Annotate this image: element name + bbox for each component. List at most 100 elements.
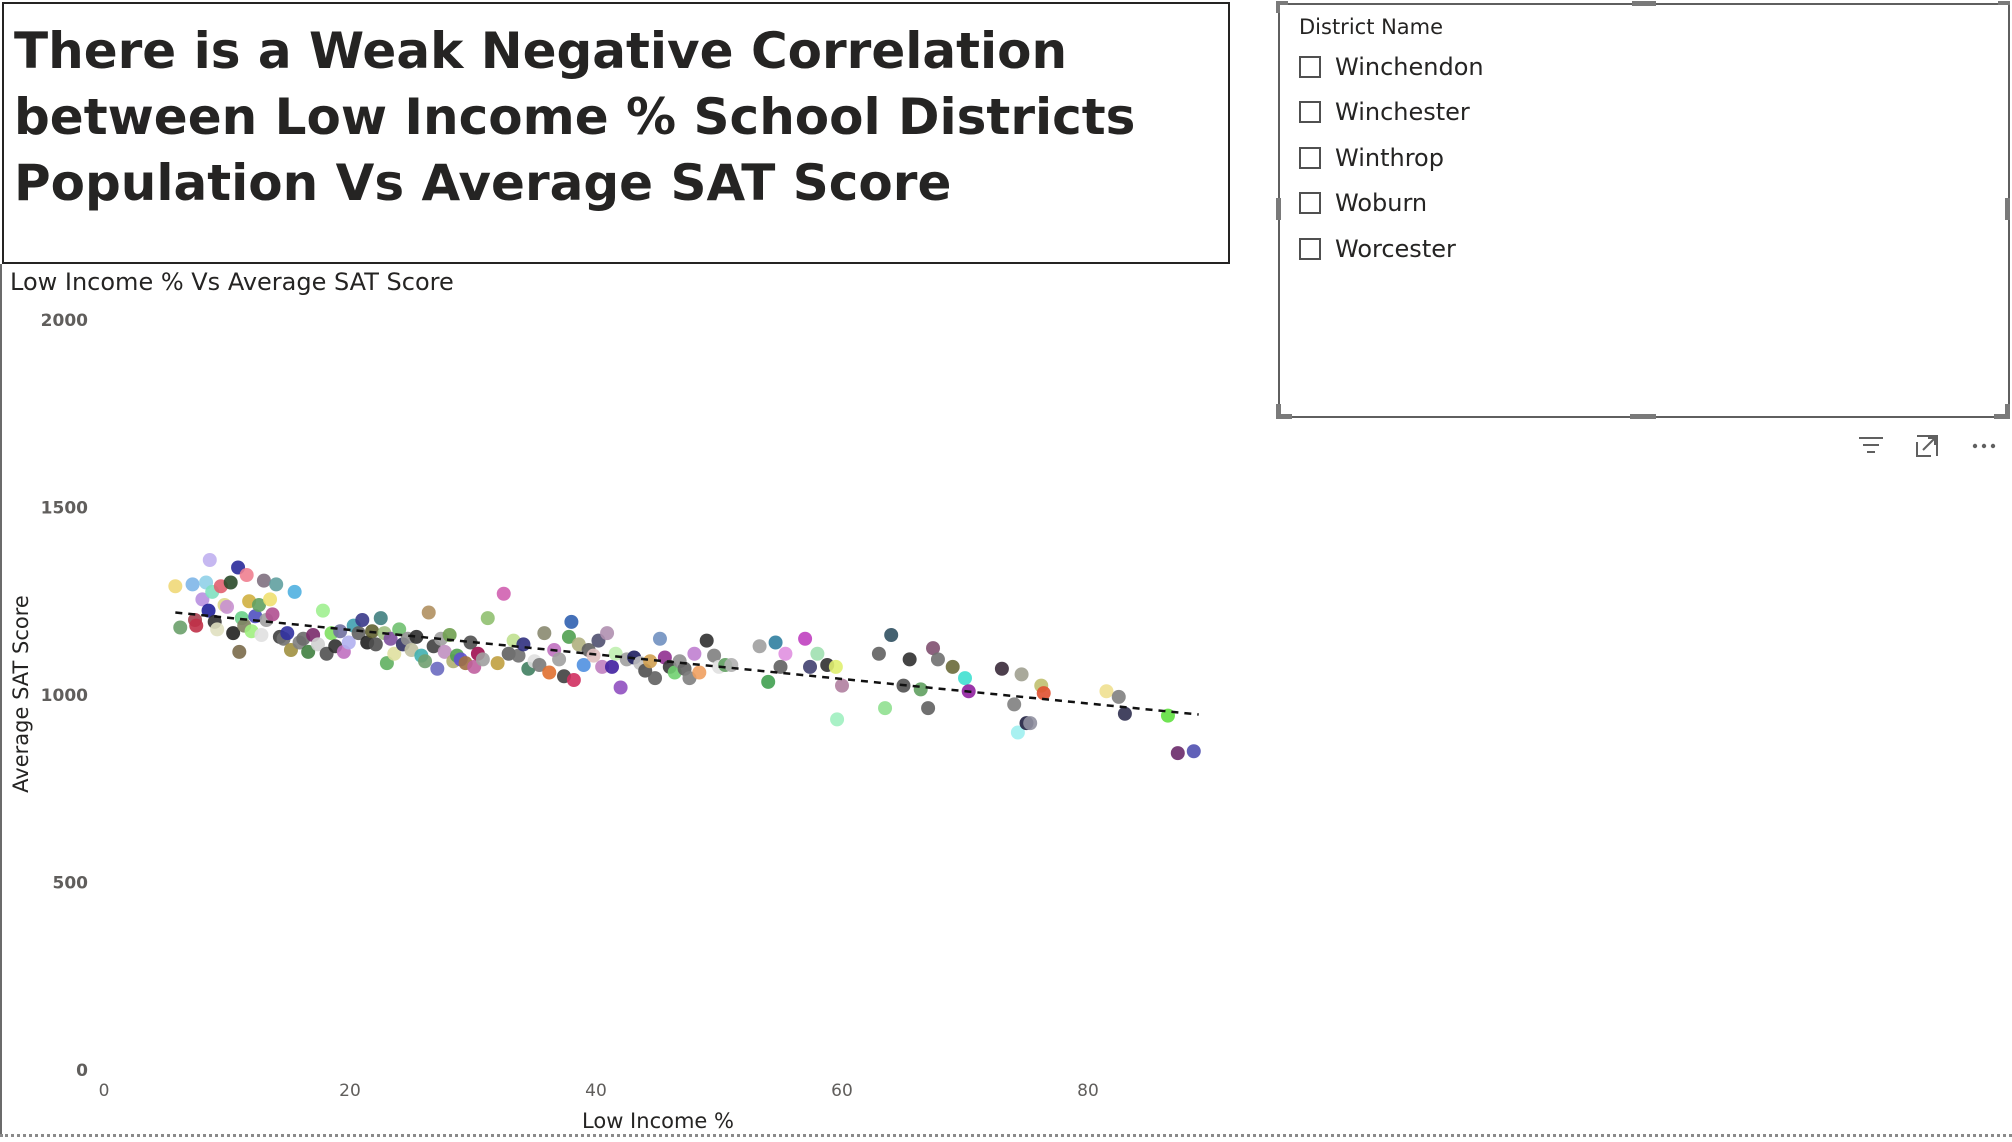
- scatter-point[interactable]: [256, 573, 271, 588]
- slicer-item-worcester[interactable]: Worcester: [1299, 229, 1456, 269]
- checkbox[interactable]: [1299, 101, 1321, 123]
- scatter-point[interactable]: [871, 646, 886, 661]
- scatter-point[interactable]: [421, 605, 436, 620]
- scatter-point[interactable]: [752, 639, 767, 654]
- scatter-point[interactable]: [368, 637, 383, 652]
- scatter-point[interactable]: [902, 652, 917, 667]
- district-slicer[interactable]: District Name Winchendon Winchester Wint…: [1278, 3, 2010, 418]
- scatter-point[interactable]: [1023, 716, 1038, 731]
- resize-handle-bottom-center[interactable]: [1630, 414, 1656, 419]
- scatter-point[interactable]: [604, 659, 619, 674]
- scatter-point[interactable]: [185, 577, 200, 592]
- scatter-point[interactable]: [202, 553, 217, 567]
- scatter-point[interactable]: [586, 648, 601, 663]
- scatter-point[interactable]: [496, 586, 511, 601]
- scatter-point[interactable]: [930, 652, 945, 667]
- scatter-point[interactable]: [232, 644, 247, 659]
- scatter-point[interactable]: [1014, 667, 1029, 682]
- scatter-point[interactable]: [913, 682, 928, 697]
- scatter-point[interactable]: [1007, 697, 1022, 712]
- scatter-point[interactable]: [1111, 689, 1126, 704]
- slicer-item-woburn[interactable]: Woburn: [1299, 183, 1427, 223]
- scatter-point[interactable]: [355, 613, 370, 627]
- checkbox[interactable]: [1299, 192, 1321, 214]
- resize-handle-bottom-right[interactable]: [1994, 414, 2010, 419]
- scatter-point[interactable]: [490, 656, 505, 671]
- scatter-point[interactable]: [692, 665, 707, 680]
- filter-icon[interactable]: [1853, 428, 1889, 464]
- resize-handle-bottom-left[interactable]: [1276, 404, 1281, 418]
- scatter-point[interactable]: [768, 635, 783, 650]
- scatter-point[interactable]: [373, 611, 388, 626]
- checkbox[interactable]: [1299, 238, 1321, 260]
- scatter-point[interactable]: [265, 607, 280, 622]
- scatter-point[interactable]: [532, 658, 547, 672]
- scatter-point[interactable]: [1186, 744, 1201, 759]
- scatter-point[interactable]: [480, 611, 495, 626]
- scatter-point[interactable]: [409, 629, 424, 644]
- slicer-item-winthrop[interactable]: Winthrop: [1299, 138, 1444, 178]
- scatter-point[interactable]: [1010, 725, 1025, 740]
- scatter-point[interactable]: [463, 635, 478, 650]
- scatter-point[interactable]: [600, 626, 615, 641]
- scatter-point[interactable]: [301, 644, 316, 659]
- scatter-point[interactable]: [1117, 706, 1132, 721]
- resize-handle-middle-right[interactable]: [2005, 198, 2010, 220]
- scatter-point[interactable]: [210, 622, 225, 637]
- scatter-point[interactable]: [254, 628, 269, 642]
- scatter-point[interactable]: [418, 654, 433, 669]
- scatter-point[interactable]: [226, 626, 241, 641]
- scatter-point[interactable]: [430, 661, 445, 676]
- scatter-point[interactable]: [383, 631, 398, 646]
- scatter-point[interactable]: [921, 701, 936, 716]
- scatter-point[interactable]: [552, 652, 567, 667]
- scatter-point[interactable]: [220, 599, 234, 614]
- scatter-point[interactable]: [333, 624, 348, 639]
- scatter-point[interactable]: [994, 661, 1009, 676]
- scatter-points[interactable]: [168, 553, 1201, 761]
- scatter-point[interactable]: [828, 659, 843, 674]
- focus-mode-icon[interactable]: [1909, 428, 1945, 464]
- scatter-point[interactable]: [311, 637, 326, 652]
- scatter-point[interactable]: [387, 646, 402, 661]
- scatter-point[interactable]: [595, 659, 610, 674]
- scatter-point[interactable]: [351, 626, 366, 641]
- scatter-point[interactable]: [287, 584, 302, 599]
- scatter-point[interactable]: [263, 592, 278, 607]
- scatter-point[interactable]: [761, 674, 776, 689]
- scatter-point[interactable]: [945, 659, 960, 674]
- scatter-point[interactable]: [379, 656, 394, 671]
- scatter-point[interactable]: [223, 575, 238, 590]
- scatter-point[interactable]: [168, 579, 183, 594]
- scatter-point[interactable]: [778, 646, 793, 661]
- resize-handle-bottom-left[interactable]: [1276, 414, 1292, 419]
- scatter-point[interactable]: [173, 620, 188, 635]
- scatter-point[interactable]: [926, 641, 941, 656]
- resize-handle-top-center[interactable]: [1632, 1, 1656, 6]
- scatter-point[interactable]: [189, 618, 204, 633]
- scatter-point[interactable]: [648, 671, 663, 686]
- scatter-point[interactable]: [195, 592, 210, 607]
- slicer-item-winchester[interactable]: Winchester: [1299, 92, 1470, 132]
- scatter-point[interactable]: [315, 603, 330, 618]
- more-options-icon[interactable]: [1966, 428, 2002, 464]
- scatter-point[interactable]: [884, 628, 899, 642]
- slicer-item-winchendon[interactable]: Winchendon: [1299, 47, 1484, 87]
- scatter-point[interactable]: [1099, 684, 1114, 699]
- scatter-point[interactable]: [958, 671, 972, 686]
- scatter-point[interactable]: [239, 568, 254, 582]
- scatter-point[interactable]: [251, 598, 266, 612]
- scatter-point[interactable]: [830, 712, 845, 727]
- scatter-point[interactable]: [442, 628, 457, 642]
- scatter-point[interactable]: [652, 631, 667, 646]
- checkbox[interactable]: [1299, 56, 1321, 78]
- scatter-point[interactable]: [561, 629, 576, 644]
- scatter-point[interactable]: [724, 658, 739, 672]
- scatter-point[interactable]: [392, 622, 407, 637]
- scatter-point[interactable]: [566, 673, 581, 687]
- resize-handle-middle-left[interactable]: [1276, 198, 1281, 220]
- scatter-point[interactable]: [341, 635, 356, 650]
- scatter-point[interactable]: [835, 678, 849, 693]
- scatter-point[interactable]: [437, 644, 452, 659]
- resize-handle-top-right[interactable]: [1998, 1, 2010, 5]
